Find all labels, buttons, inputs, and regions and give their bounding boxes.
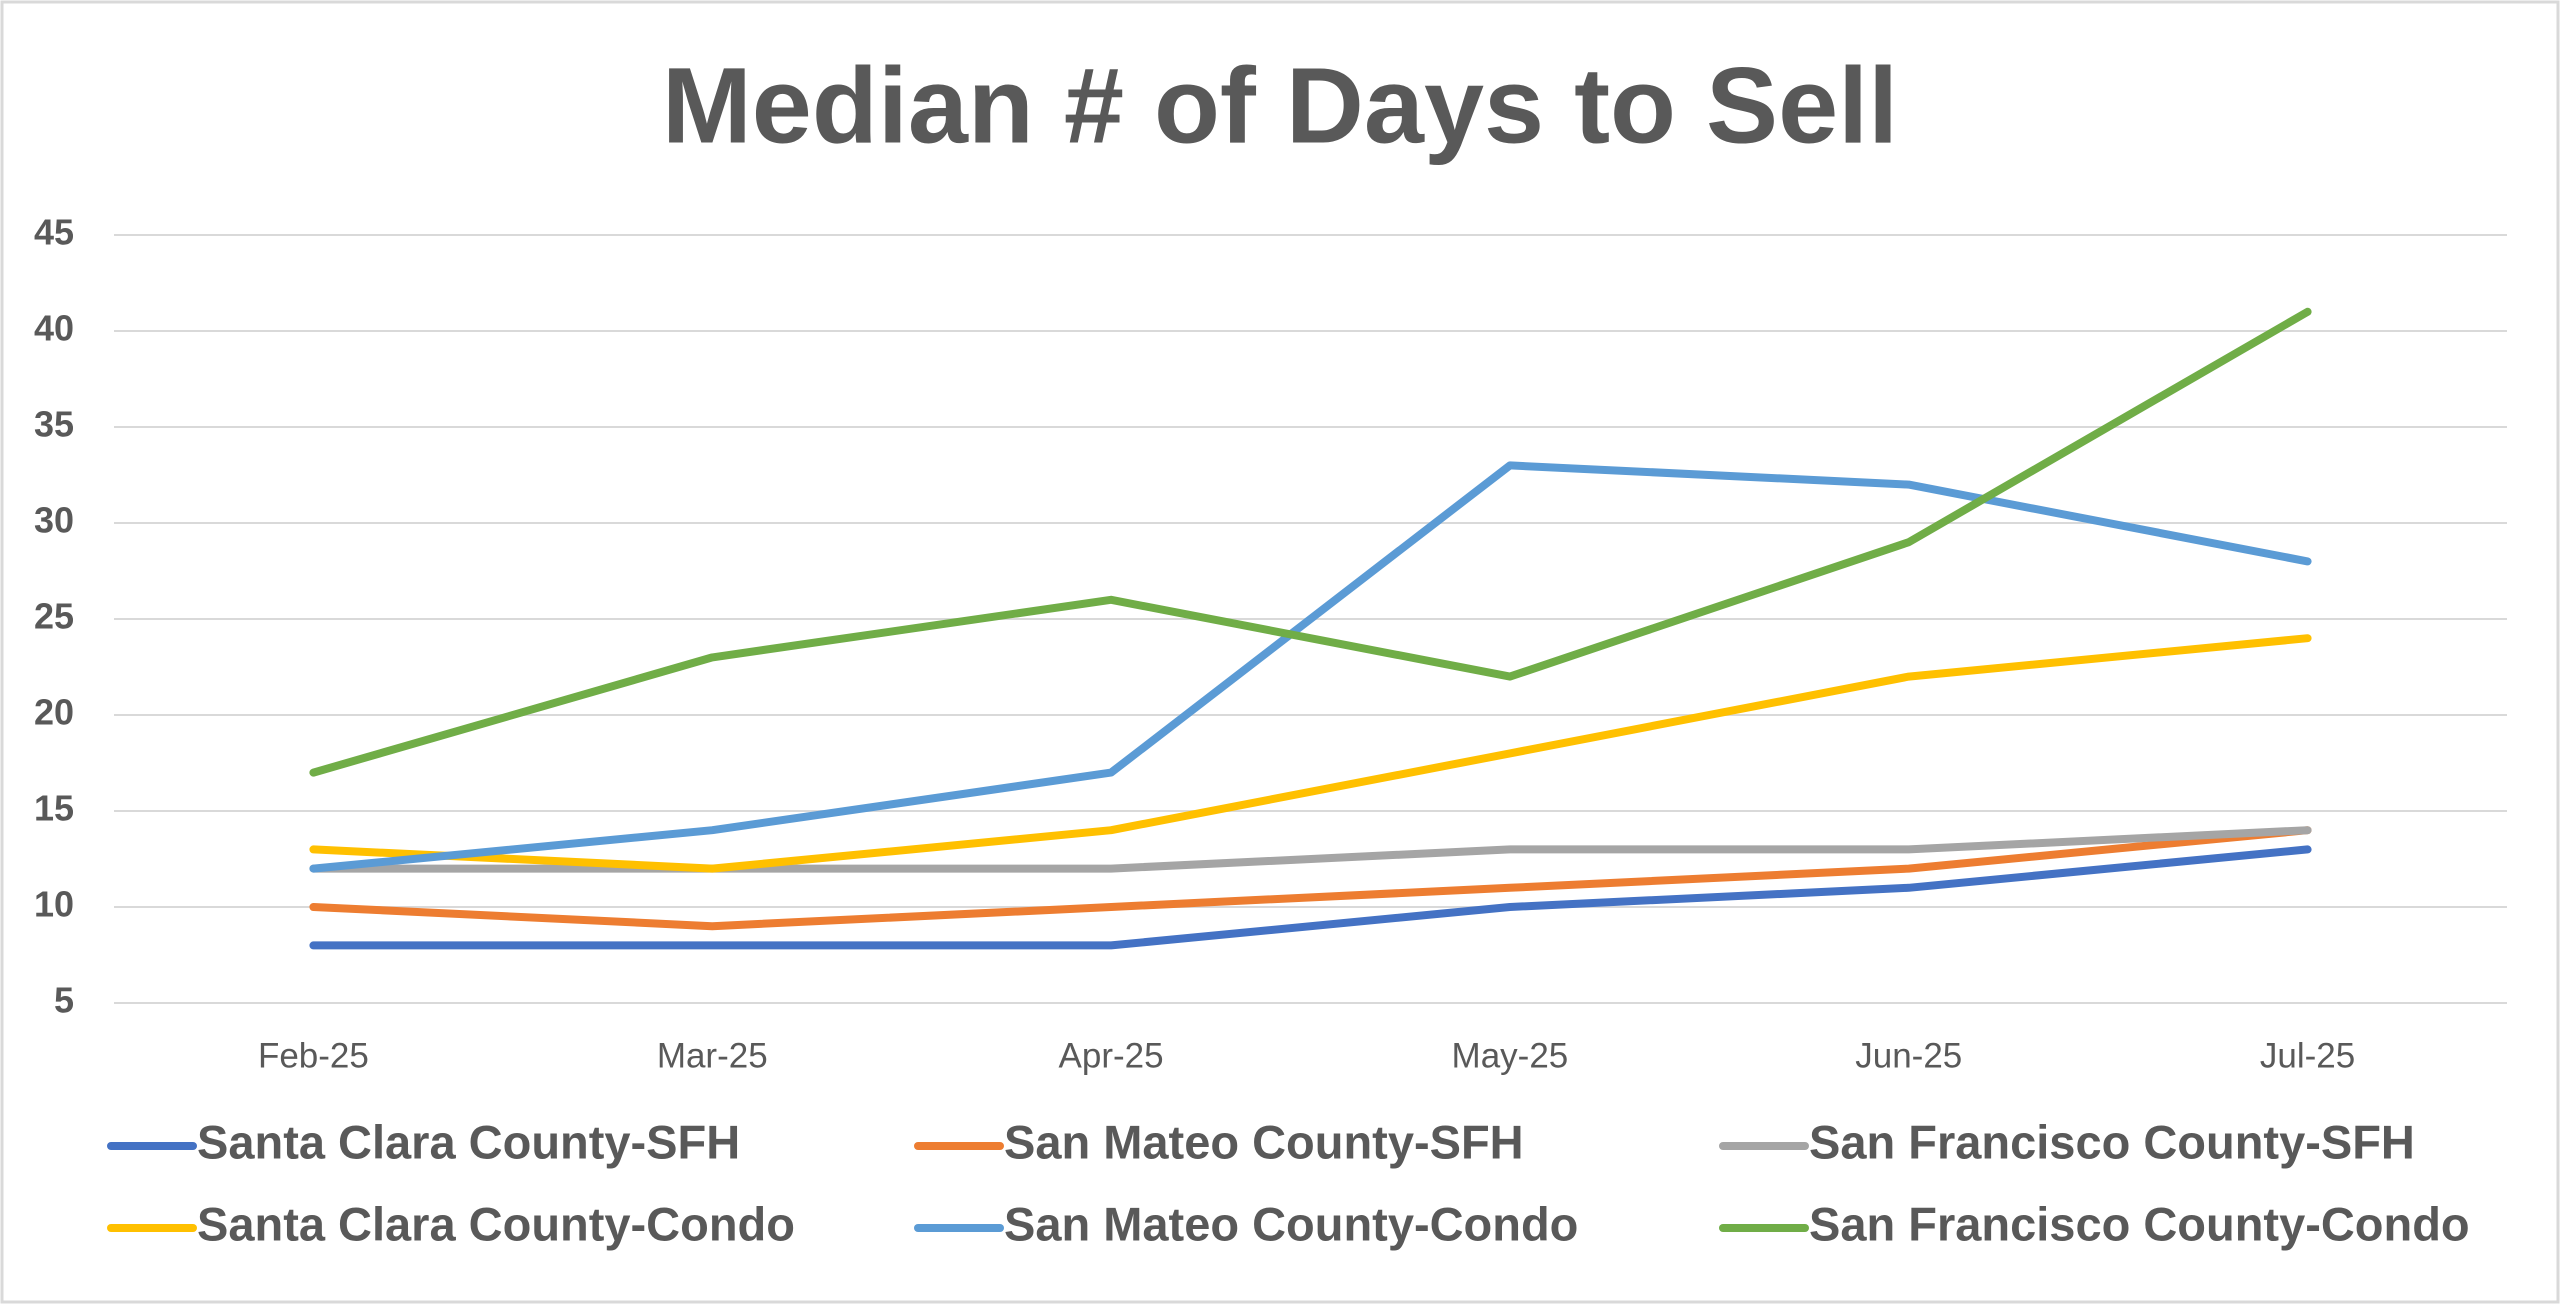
y-tick-label: 10 (34, 884, 74, 925)
legend-label: San Francisco County-Condo (1809, 1197, 2470, 1250)
legend-label: San Francisco County-SFH (1809, 1115, 2415, 1168)
x-tick-label: Apr-25 (1059, 1036, 1164, 1075)
series-line (309, 461, 2312, 873)
series-line (309, 826, 2312, 931)
legend-label: Santa Clara County-Condo (197, 1197, 795, 1250)
y-tick-label: 20 (34, 692, 74, 733)
series-line (309, 307, 2312, 777)
legend-label: Santa Clara County-SFH (197, 1115, 740, 1168)
y-tick-label: 15 (34, 788, 74, 829)
y-tick-label: 30 (34, 500, 74, 541)
x-tick-label: Jul-25 (2260, 1036, 2355, 1075)
series-line (309, 634, 2312, 873)
chart-title: Median # of Days to Sell (662, 45, 1898, 166)
y-tick-label: 5 (54, 980, 74, 1021)
y-tick-label: 25 (34, 596, 74, 637)
series-line (309, 845, 2312, 950)
y-tick-label: 45 (34, 212, 74, 253)
x-tick-label: Feb-25 (258, 1036, 369, 1075)
x-tick-label: Jun-25 (1855, 1036, 1962, 1075)
x-tick-label: May-25 (1452, 1036, 1569, 1075)
legend-label: San Mateo County-SFH (1004, 1115, 1524, 1168)
x-tick-label: Mar-25 (657, 1036, 768, 1075)
y-tick-label: 40 (34, 308, 74, 349)
y-tick-label: 35 (34, 404, 74, 445)
legend-label: San Mateo County-Condo (1004, 1197, 1578, 1250)
